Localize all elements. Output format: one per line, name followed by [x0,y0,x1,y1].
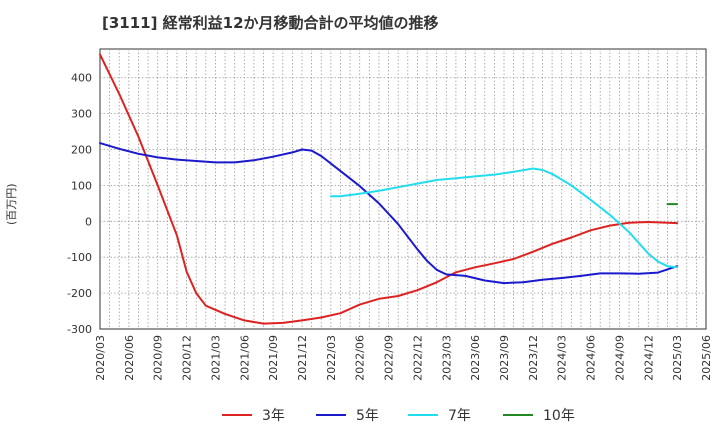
legend-swatch [503,414,533,416]
legend-item: 5年 [316,404,379,426]
x-tick-label: 2021/09 [267,335,280,381]
series-line [99,142,679,285]
y-tick-label: 400 [71,72,92,85]
plot-area [99,48,707,330]
x-tick-label: 2022/06 [354,335,367,381]
x-tick-label: 2020/09 [152,335,165,381]
legend-label: 10年 [543,408,575,424]
x-tick-label: 2021/03 [209,335,222,381]
x-tick-label: 2021/12 [296,335,309,381]
y-tick-label: -300 [67,323,92,336]
x-tick-label: 2020/12 [181,335,194,381]
x-tick-label: 2024/03 [556,335,569,381]
chart-title: [3111] 経常利益12か月移動合計の平均値の推移 [102,14,439,32]
legend-label: 7年 [448,408,471,424]
y-tick-label: -100 [67,251,92,264]
legend-item: 3年 [222,404,285,426]
x-tick-label: 2023/09 [498,335,511,381]
x-tick-label: 2020/03 [94,335,107,381]
series-line [99,53,679,325]
series-line [329,167,679,269]
x-tick-label: 2022/12 [411,335,424,381]
legend-swatch [222,414,252,416]
x-tick-label: 2023/12 [527,335,540,381]
x-tick-label: 2024/06 [585,335,598,381]
x-tick-label: 2022/03 [325,335,338,381]
y-tick-label: 100 [71,179,92,192]
x-tick-label: 2020/06 [123,335,136,381]
legend-label: 3年 [262,408,285,424]
x-tick-label: 2024/12 [642,335,655,381]
legend-item: 10年 [503,404,575,426]
y-tick-label: 0 [85,215,92,228]
x-tick-label: 2021/06 [238,335,251,381]
x-tick-label: 2025/06 [700,335,713,381]
legend-label: 5年 [356,408,379,424]
legend-item: 7年 [408,404,471,426]
x-tick-label: 2023/06 [469,335,482,381]
y-tick-label: 200 [71,144,92,157]
x-tick-label: 2025/03 [671,335,684,381]
legend: 3年 5年 7年 10年 [0,404,720,426]
x-tick-label: 2023/03 [440,335,453,381]
x-tick-label: 2022/09 [383,335,396,381]
y-tick-label: -200 [67,287,92,300]
legend-swatch [316,414,346,416]
y-tick-label: 300 [71,108,92,121]
x-tick-label: 2024/09 [613,335,626,381]
legend-swatch [408,414,438,416]
